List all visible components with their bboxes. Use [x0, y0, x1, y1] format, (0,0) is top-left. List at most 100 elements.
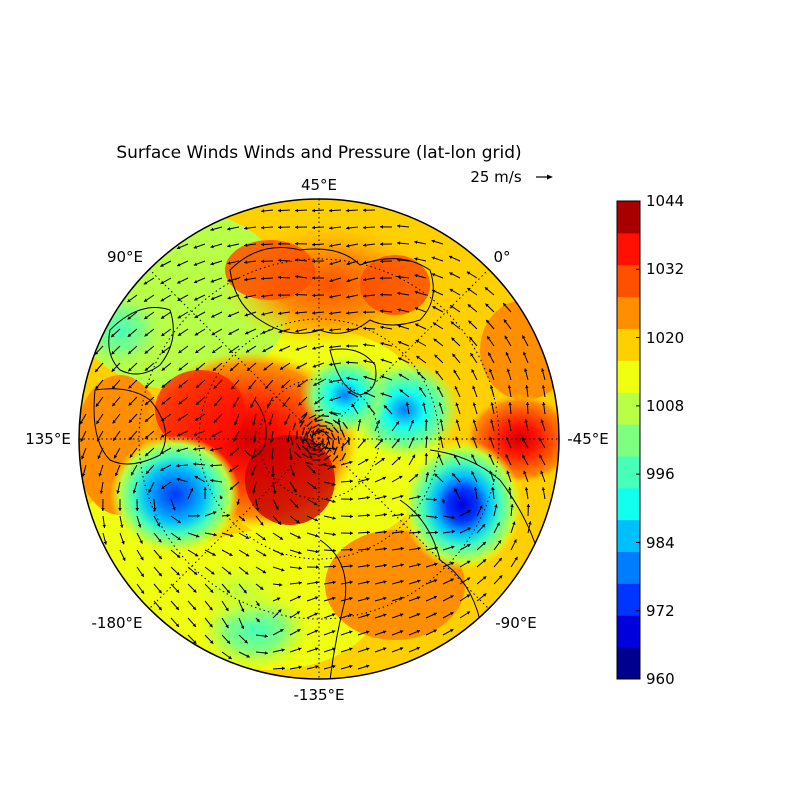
wind-vector-head	[432, 289, 436, 293]
wind-vector	[299, 419, 305, 428]
wind-vector-head	[144, 333, 148, 337]
wind-vector	[324, 441, 329, 450]
wind-vector-head	[297, 629, 301, 633]
wind-vector-head	[140, 556, 144, 561]
wind-vector-head	[489, 368, 493, 373]
wind-vector-head	[119, 524, 124, 528]
wind-vector-head	[466, 594, 471, 598]
wind-vector-head	[346, 244, 350, 248]
wind-vector-head	[281, 384, 285, 389]
wind-vector-head	[245, 349, 250, 353]
wind-vector-head	[195, 349, 199, 353]
wind-vector-head	[376, 419, 381, 424]
wind-vector-head	[176, 554, 181, 558]
wind-vector-head	[177, 280, 181, 284]
wind-vector-head	[298, 581, 302, 585]
wind-vector-head	[522, 454, 526, 458]
wind-vector-head	[260, 522, 264, 526]
wind-vector-head	[261, 242, 265, 247]
lon-label-minus90e: -90°E	[495, 614, 536, 632]
wind-vector-head	[414, 290, 418, 295]
wind-vector-head	[472, 402, 477, 406]
wind-vector-head	[225, 624, 229, 629]
wind-vector-head	[244, 313, 248, 317]
wind-vector-head	[210, 463, 214, 468]
wind-vector-head	[329, 328, 333, 332]
wind-vector-head	[349, 664, 353, 669]
wind-vector-head	[482, 559, 487, 563]
wind-vector-head	[329, 243, 333, 248]
wind-vector-head	[399, 389, 404, 393]
wind-vector-head	[175, 606, 179, 610]
wind-vector-head	[195, 401, 200, 405]
wind-vector-head	[291, 472, 295, 477]
wind-vector-head	[454, 386, 458, 390]
wind-vector-head	[400, 546, 404, 551]
wind-vector	[330, 432, 336, 441]
wind-vector	[290, 437, 294, 446]
wind-vector-head	[158, 606, 162, 611]
wind-vector-head	[399, 647, 404, 651]
wind-vector-head	[524, 368, 528, 372]
wind-vector-head	[491, 487, 495, 491]
wind-vector	[312, 459, 321, 461]
wind-vector-head	[455, 436, 459, 441]
wind-vector-head	[175, 589, 180, 593]
wind-vector-head	[268, 422, 272, 426]
wind-vector-head	[278, 293, 281, 297]
wind-vector-head	[366, 596, 370, 601]
wind-vector	[316, 428, 325, 433]
wind-vector-head	[525, 402, 530, 406]
wind-vector-head	[267, 403, 271, 408]
wind-vector-head	[177, 536, 181, 540]
wind-vector-head	[314, 612, 318, 616]
wind-vector-head	[128, 350, 132, 354]
wind-vector-head	[262, 536, 266, 541]
wind-vector-head	[262, 553, 267, 557]
wind-vector-head	[213, 532, 217, 537]
wind-vector-head	[329, 278, 333, 283]
wind-vector-head	[470, 353, 474, 357]
wind-vector-head	[229, 349, 233, 353]
wind-vector-head	[397, 308, 401, 312]
colorbar-tick-label: 984	[646, 534, 675, 552]
wind-vector-head	[113, 437, 117, 441]
wind-vector-head	[295, 208, 299, 213]
wind-vector-head	[439, 419, 444, 423]
wind-vector-head	[383, 596, 387, 601]
wind-vector-head	[329, 379, 333, 384]
wind-vector-head	[299, 419, 303, 424]
wind-vector-head	[193, 432, 198, 436]
wind-vector-head	[425, 472, 430, 476]
wind-vector-head	[332, 647, 336, 651]
wind-vector-head	[471, 369, 475, 373]
wind-vector	[314, 419, 323, 423]
wind-vector-head	[298, 402, 302, 406]
wind-vector-head	[350, 531, 353, 535]
wind-vector-head	[312, 364, 317, 368]
wind-vector-head	[415, 339, 420, 343]
wind-vector-head	[414, 240, 418, 244]
wind-vector-head	[144, 298, 148, 302]
wind-vector-head	[295, 225, 298, 229]
wind-vector-head	[227, 261, 231, 265]
wind-vector-head	[381, 458, 385, 462]
wind-vector-head	[494, 504, 498, 508]
wind-vector-head	[295, 311, 299, 315]
wind-vector-head	[255, 507, 260, 511]
wind-vector-head	[279, 536, 283, 540]
wind-vector-head	[270, 456, 274, 460]
wind-vector-head	[158, 572, 162, 577]
wind-vector-head	[81, 473, 86, 477]
wind-vector-head	[244, 277, 248, 282]
wind-vector-head	[433, 595, 437, 600]
wind-vector-head	[312, 208, 316, 213]
wind-vector-head	[146, 470, 150, 474]
wind-vector-head	[467, 510, 471, 514]
lon-label-45e: 45°E	[301, 176, 337, 194]
wind-vector-head	[397, 275, 401, 279]
wind-vector	[300, 412, 308, 419]
wind-vector-head	[98, 473, 102, 477]
wind-vector-head	[349, 547, 353, 552]
wind-vector-head	[244, 571, 249, 575]
